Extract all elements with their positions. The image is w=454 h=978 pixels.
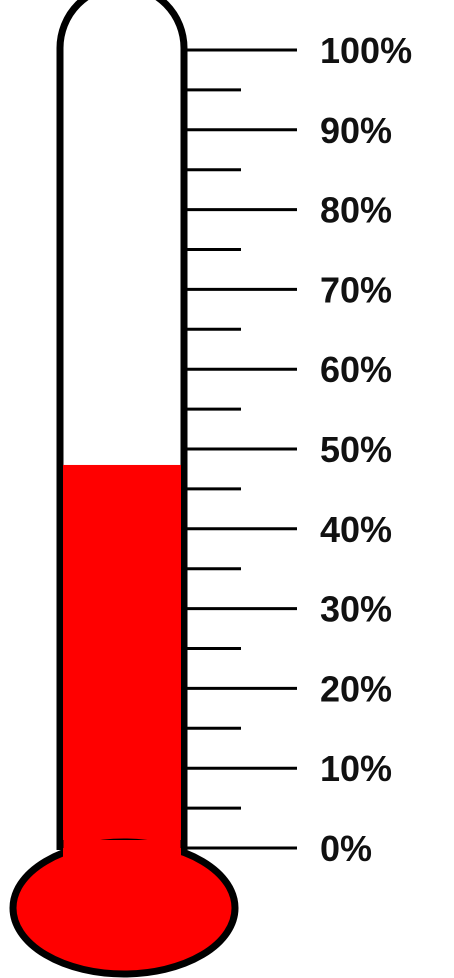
tick-label-60: 60%: [320, 349, 392, 390]
tick-label-40: 40%: [320, 509, 392, 550]
tick-label-30: 30%: [320, 589, 392, 630]
mercury-column: [63, 464, 181, 852]
tick-label-10: 10%: [320, 748, 392, 789]
tick-label-90: 90%: [320, 110, 392, 151]
scale-labels: 0% 10% 20% 30% 40% 50% 60% 70% 80% 90% 100%: [320, 30, 412, 869]
bulb-neck: [63, 840, 181, 880]
tick-label-70: 70%: [320, 269, 392, 310]
bulb-group: [9, 838, 239, 978]
tick-label-20: 20%: [320, 668, 392, 709]
tube-group: [56, 0, 188, 852]
tick-label-0: 0%: [320, 828, 372, 869]
scale-ticks: [186, 48, 297, 850]
tick-label-80: 80%: [320, 190, 392, 231]
tick-label-100: 100%: [320, 30, 412, 71]
tick-label-50: 50%: [320, 429, 392, 470]
